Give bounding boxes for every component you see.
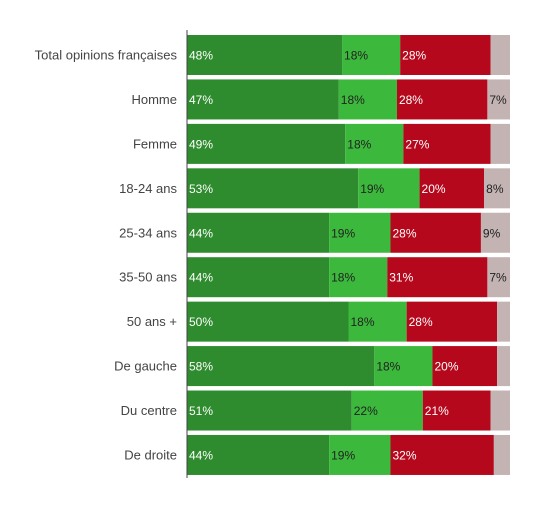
value-labels: 48% 18% 28% 47% 18% 28% 7% 49% 18% 27% 53% 19% 20% 8%… — [189, 49, 507, 463]
value-label: 18% — [331, 271, 355, 285]
value-label: 28% — [409, 315, 433, 329]
value-label: 18% — [347, 137, 371, 151]
bar-segment — [403, 123, 491, 164]
value-label: 27% — [405, 137, 429, 151]
value-label: 22% — [354, 404, 378, 418]
bar-segment — [493, 434, 510, 475]
value-label: 32% — [392, 448, 416, 462]
value-label: 21% — [425, 404, 449, 418]
bar-segment — [490, 123, 510, 164]
value-label: 7% — [489, 271, 507, 285]
bar-segment — [338, 79, 397, 120]
category-label: 50 ans + — [127, 314, 177, 329]
value-label: 19% — [360, 182, 384, 196]
value-label: 28% — [392, 226, 416, 240]
value-label: 20% — [422, 182, 446, 196]
bar-segment — [329, 257, 388, 298]
value-label: 18% — [376, 360, 400, 374]
bar-segment — [390, 434, 494, 475]
value-label: 18% — [351, 315, 375, 329]
bar-segment — [490, 390, 510, 431]
bar-segment — [187, 390, 352, 431]
value-label: 50% — [189, 315, 213, 329]
bar-segment — [497, 301, 510, 342]
value-label: 51% — [189, 404, 213, 418]
category-labels: Total opinions françaises Homme Femme 18-24… — [35, 48, 178, 463]
bar-segment — [480, 212, 510, 253]
bar-segment — [396, 79, 488, 120]
category-label: Homme — [131, 92, 177, 107]
bar-segment — [351, 390, 423, 431]
bars — [187, 35, 510, 475]
bar-segment — [490, 35, 510, 75]
value-label: 28% — [402, 49, 426, 63]
value-label: 28% — [399, 93, 423, 107]
bar-segment — [187, 35, 343, 75]
bar-segment — [345, 123, 404, 164]
value-label: 31% — [389, 271, 413, 285]
value-label: 7% — [489, 93, 507, 107]
value-label: 20% — [434, 360, 458, 374]
value-label: 44% — [189, 271, 213, 285]
value-label: 18% — [344, 49, 368, 63]
bar-segment — [400, 35, 491, 75]
value-label: 19% — [331, 226, 355, 240]
bar-segment — [187, 212, 330, 253]
bar-segment — [187, 301, 349, 342]
bar-segment — [187, 434, 330, 475]
value-label: 48% — [189, 49, 213, 63]
bar-segment — [487, 79, 510, 120]
value-label: 53% — [189, 182, 213, 196]
value-label: 47% — [189, 93, 213, 107]
value-label: 8% — [486, 182, 504, 196]
bar-segment — [187, 79, 339, 120]
value-label: 18% — [341, 93, 365, 107]
value-label: 19% — [331, 448, 355, 462]
value-label: 49% — [189, 137, 213, 151]
category-label: 18-24 ans — [119, 181, 177, 196]
bar-segment — [390, 212, 481, 253]
category-label: Du centre — [121, 403, 177, 418]
bar-segment — [387, 257, 488, 298]
value-label: 44% — [189, 448, 213, 462]
category-label: 35-50 ans — [119, 270, 177, 285]
bar-segment — [348, 301, 407, 342]
value-label: 9% — [483, 226, 501, 240]
value-label: 44% — [189, 226, 213, 240]
bar-segment — [187, 168, 359, 209]
bar-segment — [422, 390, 491, 431]
category-label: De droite — [124, 447, 177, 462]
value-label: 58% — [189, 360, 213, 374]
category-label: Femme — [133, 136, 177, 151]
bar-segment — [497, 346, 510, 387]
bar-segment — [329, 434, 391, 475]
bar-segment — [419, 168, 485, 209]
category-label: De gauche — [114, 359, 177, 374]
bar-segment — [487, 257, 510, 298]
bar-segment — [484, 168, 510, 209]
category-label: Total opinions françaises — [35, 48, 178, 63]
category-label: 25-34 ans — [119, 225, 177, 240]
bar-segment — [406, 301, 498, 342]
bar-segment — [358, 168, 420, 209]
bar-segment — [329, 212, 391, 253]
bar-segment — [342, 35, 401, 75]
bar-segment — [432, 346, 498, 387]
bar-segment — [187, 123, 346, 164]
bar-segment — [374, 346, 433, 387]
bar-segment — [187, 257, 330, 298]
bar-segment — [187, 346, 375, 387]
